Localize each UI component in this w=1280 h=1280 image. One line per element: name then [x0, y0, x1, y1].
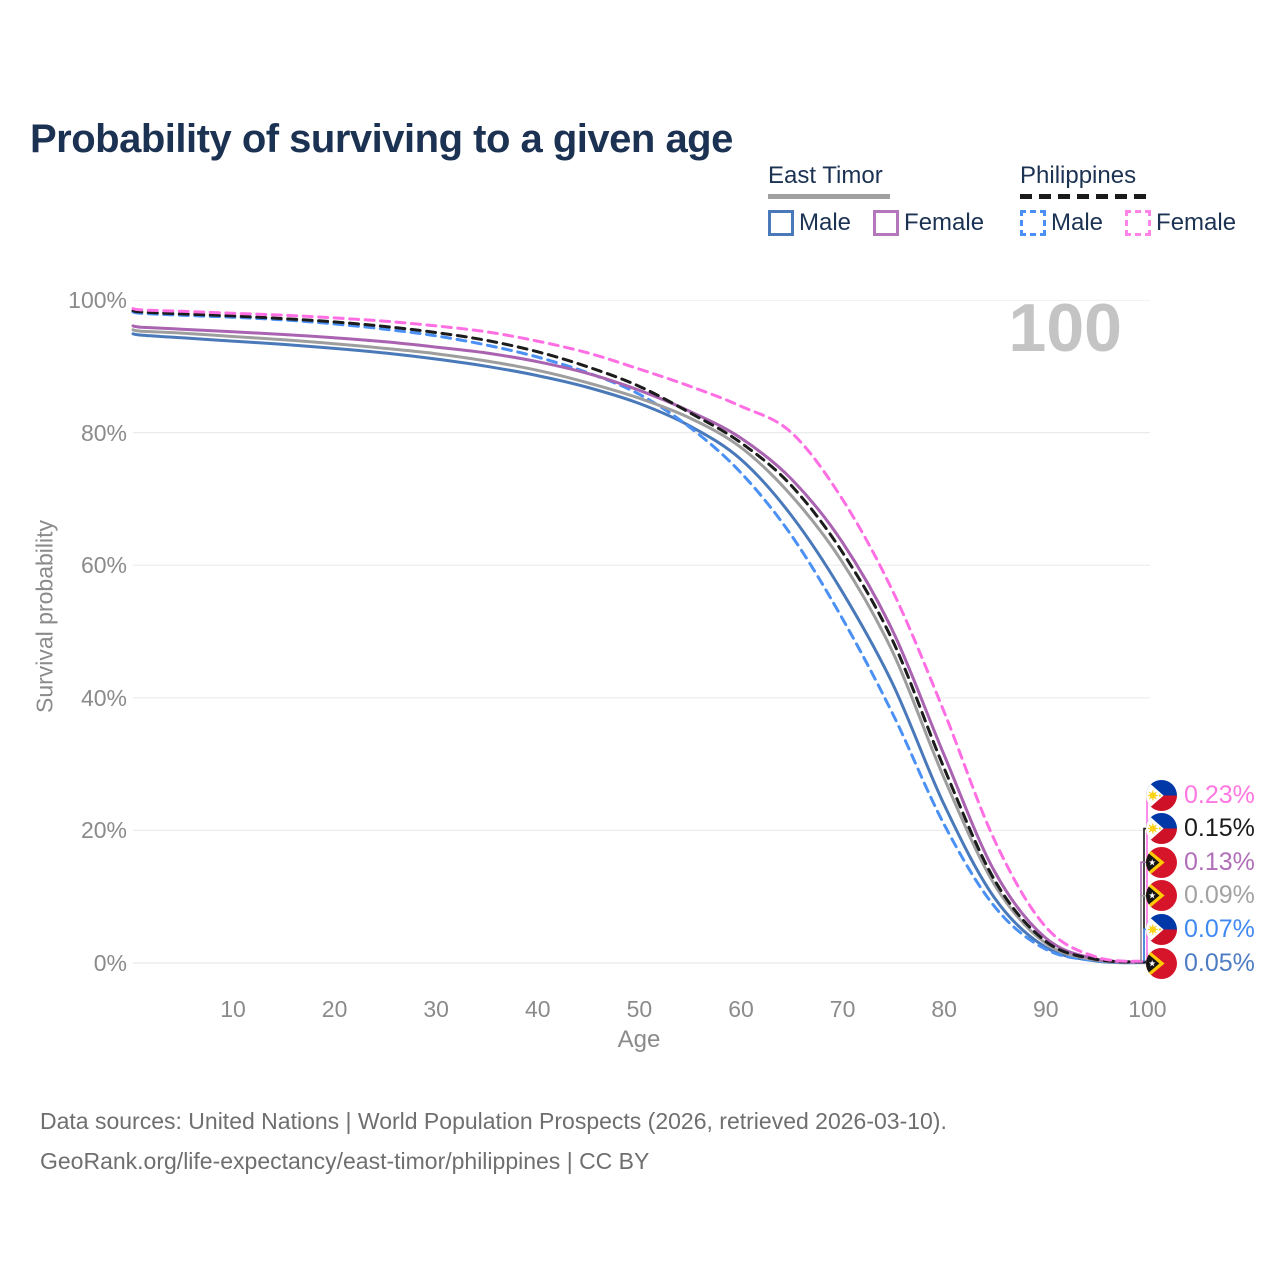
legend-swatch-dashed-icon	[1020, 210, 1046, 236]
legend-item-label: Female	[904, 209, 985, 236]
x-tick-label: 20	[321, 996, 348, 1022]
philippines-flag-icon	[1146, 813, 1177, 845]
y-tick-label: 40%	[80, 684, 127, 711]
y-tick-label: 60%	[80, 552, 127, 579]
legend-swatch-solid-icon	[873, 210, 900, 236]
series-end-label-0.09%: 0.09%	[1146, 880, 1255, 912]
page-title: Probability of surviving to a given age	[30, 116, 733, 161]
legend-underline-solid	[768, 194, 890, 199]
end-label-value: 0.15%	[1184, 814, 1255, 843]
east-timor-flag-icon	[1146, 880, 1177, 912]
philippines-flag-icon	[1146, 779, 1177, 811]
y-tick-label: 100%	[68, 287, 127, 313]
y-tick-label: 0%	[93, 950, 127, 976]
series-end-label-0.13%: 0.13%	[1146, 846, 1255, 878]
x-tick-label: 80	[931, 996, 957, 1022]
series-end-label-0.23%: 0.23%	[1146, 779, 1255, 811]
end-label-value: 0.23%	[1184, 780, 1255, 809]
legend-underline-dashed	[1020, 194, 1146, 199]
series-end-label-0.07%: 0.07%	[1146, 913, 1255, 945]
legend-item-east-timor-male[interactable]: Male	[768, 209, 851, 237]
legend-group-title-philippines: Philippines	[1020, 162, 1137, 189]
x-tick-label: 70	[829, 996, 856, 1022]
series-end-label-0.15%: 0.15%	[1146, 813, 1255, 845]
x-tick-label: 10	[220, 996, 246, 1022]
series-line-philippines	[131, 309, 1149, 964]
legend-item-label: Male	[1051, 209, 1104, 236]
x-tick-label: 90	[1033, 996, 1059, 1022]
legend-swatch-dashed-icon	[1125, 210, 1152, 236]
legend-item-philippines-female[interactable]: Female	[1125, 209, 1236, 237]
series-line-east-timor	[131, 328, 1149, 964]
x-tick-label: 100	[1128, 996, 1167, 1022]
series-line-philippines-male	[131, 310, 1149, 964]
end-label-value: 0.05%	[1184, 948, 1255, 977]
x-axis-title: Age	[617, 1026, 661, 1053]
legend-item-label: Male	[799, 209, 852, 236]
end-label-value: 0.09%	[1184, 881, 1255, 910]
east-timor-flag-icon	[1146, 947, 1177, 979]
x-tick-label: 40	[525, 996, 551, 1022]
legend-group-title-east-timor: East Timor	[768, 162, 883, 189]
x-tick-label: 60	[728, 996, 754, 1022]
y-tick-label: 20%	[80, 817, 127, 844]
attribution-text: GeoRank.org/life-expectancy/east-timor/p…	[40, 1148, 650, 1174]
series-end-label-0.05%: 0.05%	[1146, 947, 1255, 979]
survival-probability-chart	[131, 300, 1154, 965]
series-line-philippines-female	[131, 307, 1149, 963]
legend-item-label: Female	[1156, 209, 1237, 236]
end-label-value: 0.13%	[1184, 847, 1255, 876]
legend-item-philippines-male[interactable]: Male	[1020, 209, 1103, 237]
series-line-east-timor-male	[131, 332, 1149, 965]
data-sources-text: Data sources: United Nations | World Pop…	[40, 1108, 947, 1134]
end-label-value: 0.07%	[1184, 914, 1255, 943]
east-timor-flag-icon	[1146, 846, 1177, 878]
x-tick-label: 30	[423, 996, 449, 1022]
legend-group-east-timor: East Timor Male Female	[768, 162, 984, 237]
legend-item-east-timor-female[interactable]: Female	[873, 209, 984, 237]
legend-swatch-solid-icon	[768, 210, 794, 236]
y-tick-label: 80%	[80, 419, 127, 446]
legend-group-philippines: Philippines Male Female	[1020, 162, 1236, 237]
series-line-east-timor-female	[131, 324, 1149, 964]
x-tick-label: 50	[626, 996, 653, 1022]
current-age-watermark: 100	[1008, 290, 1122, 366]
philippines-flag-icon	[1146, 913, 1177, 945]
